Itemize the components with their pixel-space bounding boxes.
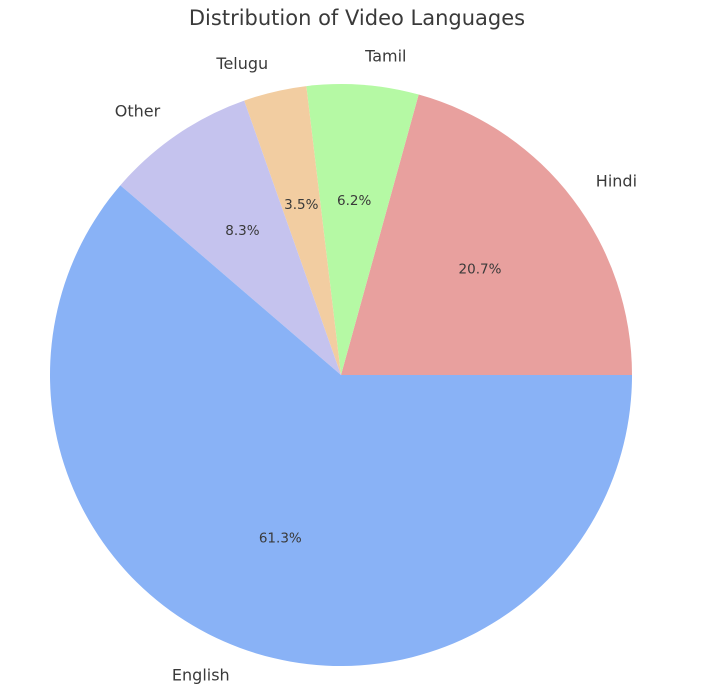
pie-slice-other <box>120 100 341 375</box>
chart-title: Distribution of Video Languages <box>188 6 526 30</box>
pie-slice-hindi <box>341 94 632 375</box>
pct-label-telugu: 3.5% <box>284 197 318 213</box>
pct-label-hindi: 20.7% <box>459 261 502 277</box>
pie-slice-tamil <box>306 83 419 375</box>
category-label-telugu: Telugu <box>215 54 268 73</box>
pct-label-other: 8.3% <box>225 223 259 239</box>
category-label-tamil: Tamil <box>364 46 406 65</box>
pct-label-english: 61.3% <box>259 531 302 547</box>
pie-slice-english <box>50 185 633 667</box>
category-label-other: Other <box>115 101 161 120</box>
category-label-hindi: Hindi <box>596 172 637 191</box>
category-label-english: English <box>172 666 230 685</box>
pct-label-tamil: 6.2% <box>337 193 371 209</box>
pie-slice-telugu <box>244 86 341 375</box>
